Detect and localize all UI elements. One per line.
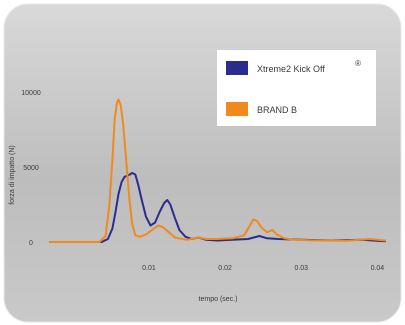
x-axis-label: tempo (sec.)	[199, 296, 238, 303]
x-tick-label: 0.02	[218, 265, 232, 272]
y-axis-label: forza di impatto (N)	[9, 145, 16, 205]
series-line-xtreme2	[49, 172, 386, 243]
y-tick-label: 0	[29, 240, 33, 247]
x-tick-label: 0.04	[371, 265, 385, 272]
x-tick-label: 0.03	[294, 265, 308, 272]
legend-swatch-brand-b	[226, 102, 248, 116]
y-tick-label: 5000	[23, 165, 39, 172]
series-layer	[49, 98, 386, 243]
legend-swatch-xtreme2	[226, 61, 248, 75]
registered-mark-icon: ®	[355, 59, 361, 68]
legend: Xtreme2 Kick Off ® BRAND B	[217, 50, 376, 126]
y-tick-label: 10000	[21, 90, 41, 97]
legend-label-brand-b: BRAND B	[257, 105, 297, 115]
series-line-brand-b	[49, 98, 386, 243]
legend-label-xtreme2: Xtreme2 Kick Off	[257, 64, 325, 74]
axes: 0 5000 10000 0.01 0.02 0.03 0.04	[21, 90, 384, 272]
x-tick-label: 0.01	[142, 265, 156, 272]
